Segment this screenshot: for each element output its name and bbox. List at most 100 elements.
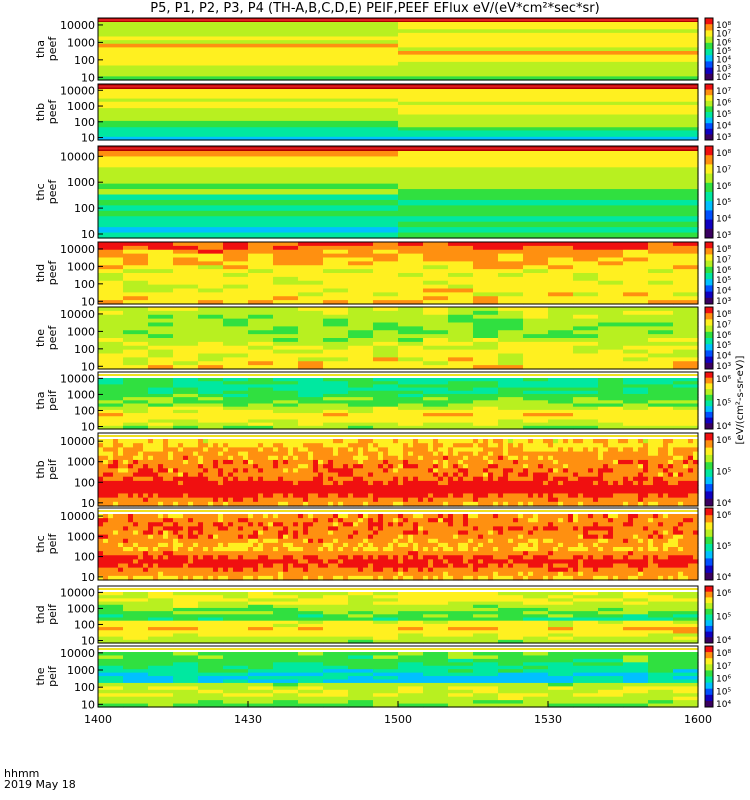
spectrogram-cell	[503, 514, 509, 519]
spectrogram-cell	[553, 567, 559, 573]
spectrogram-cell	[98, 542, 104, 548]
spectrogram-cell	[213, 459, 219, 465]
spectrogram-cell	[373, 397, 399, 401]
spectrogram-cell	[473, 551, 479, 556]
spectrogram-cell	[398, 65, 699, 70]
spectrogram-cell	[323, 253, 349, 259]
spectrogram-cell	[378, 538, 384, 544]
spectrogram-cell	[148, 265, 174, 270]
spectrogram-cell	[673, 378, 699, 382]
spectrogram-cell	[398, 210, 699, 217]
spectrogram-cell	[483, 571, 489, 577]
spectrogram-cell	[398, 288, 424, 293]
spectrogram-cell	[283, 501, 289, 507]
spectrogram-cell	[458, 563, 464, 569]
spectrogram-cell	[423, 538, 429, 544]
spectrogram-cell	[438, 559, 444, 565]
spectrogram-cell	[228, 542, 234, 548]
spectrogram-cell	[123, 288, 149, 293]
spectrogram-cell	[533, 476, 539, 482]
spectrogram-cell	[508, 542, 514, 548]
spectrogram-cell	[118, 439, 124, 444]
y-tick-label: 10	[81, 497, 95, 510]
spectrogram-cell	[373, 393, 399, 398]
spectrogram-cell	[98, 300, 124, 305]
spectrogram-cell	[218, 489, 224, 495]
spectrogram-cell	[293, 514, 299, 519]
spectrogram-cell	[478, 526, 484, 532]
spectrogram-cell	[368, 514, 374, 519]
spectrogram-cell	[453, 530, 459, 536]
spectrogram-cell	[623, 406, 649, 411]
spectrogram-cell	[458, 530, 464, 536]
spectrogram-cell	[253, 501, 259, 507]
spectrogram-cell	[123, 480, 129, 486]
spectrogram-cell	[223, 489, 229, 495]
spectrogram-cell	[603, 526, 609, 532]
spectrogram-cell	[473, 353, 499, 358]
spectrogram-cell	[168, 451, 174, 457]
spectrogram-cell	[268, 485, 274, 490]
spectrogram-cell	[233, 439, 239, 444]
spectrogram-cell	[423, 242, 449, 247]
spectrogram-cell	[548, 542, 554, 548]
chart-title: P5, P1, P2, P3, P4 (TH-A,B,C,D,E) PEIF,P…	[150, 1, 600, 16]
spectrogram-cell	[223, 422, 249, 427]
spectrogram-cell	[648, 365, 674, 370]
spectrogram-cell	[593, 501, 599, 507]
spectrogram-cell	[108, 464, 114, 469]
spectrogram-cell	[373, 400, 399, 405]
spectrogram-cell	[688, 455, 694, 461]
spectrogram-cell	[98, 156, 399, 163]
spectrogram-cell	[413, 514, 419, 519]
spectrogram-cell	[323, 476, 329, 482]
spectrogram-cell	[223, 575, 229, 581]
saturation-line	[98, 19, 698, 21]
spectrogram-cell	[408, 522, 414, 527]
spectrogram-cell	[538, 489, 544, 495]
spectrogram-cell	[373, 468, 379, 474]
spectrogram-cell	[448, 501, 454, 507]
spectrogram-cell	[438, 575, 444, 581]
spectrogram-cell	[323, 493, 329, 499]
spectrogram-cell	[523, 296, 549, 301]
spectrogram-cell	[323, 447, 329, 453]
spectrogram-cell	[113, 563, 119, 569]
spectrogram-cell	[183, 439, 189, 444]
spectrogram-cell	[173, 522, 179, 527]
spectrogram-cell	[98, 189, 399, 196]
spectrogram-cell	[143, 501, 149, 507]
spectrogram-cell	[398, 265, 424, 270]
spectrogram-cell	[113, 534, 119, 540]
spectrogram-cell	[583, 559, 589, 565]
spectrogram-cell	[128, 534, 134, 540]
spectrogram-cell	[158, 501, 164, 507]
spectrogram-cell	[98, 273, 124, 278]
spectrogram-cell	[478, 542, 484, 548]
spectrogram-cell	[383, 451, 389, 457]
spectrogram-cell	[353, 567, 359, 573]
spectrogram-cell	[473, 357, 499, 362]
spectrogram-cell	[423, 249, 449, 255]
spectrogram-cell	[473, 455, 479, 461]
spectrogram-cell	[173, 284, 199, 290]
spectrogram-cell	[253, 439, 259, 444]
spectrogram-cell	[238, 522, 244, 527]
spectrogram-cell	[623, 489, 629, 495]
spectrogram-cell	[368, 480, 374, 486]
spectrogram-cell	[298, 480, 304, 486]
spectrogram-cell	[433, 547, 439, 552]
spectrogram-cell	[588, 459, 594, 465]
spectrogram-cell	[223, 497, 229, 503]
spectrogram-cell	[358, 451, 364, 457]
colorbar-step	[705, 356, 713, 364]
spectrogram-cell	[273, 330, 299, 335]
spectrogram-cell	[323, 425, 349, 430]
spectrogram-cell	[353, 493, 359, 499]
spectrogram-cell	[248, 485, 254, 490]
spectrogram-cell	[648, 439, 654, 444]
spectrogram-cell	[148, 345, 174, 351]
spectrogram-cell	[573, 542, 579, 548]
spectrogram-cell	[98, 571, 104, 577]
spectrogram-cell	[348, 459, 354, 465]
